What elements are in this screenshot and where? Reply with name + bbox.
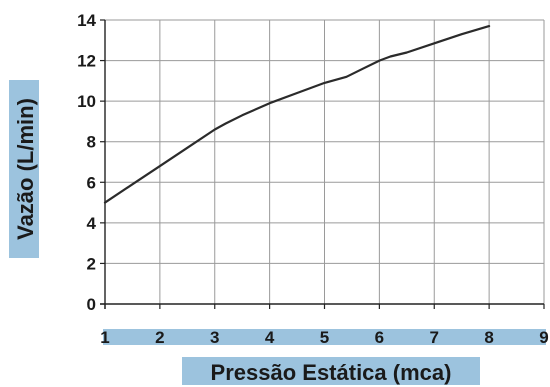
y-axis-title: Vazão (L/min) (13, 98, 38, 240)
y-tick-label: 6 (87, 173, 96, 192)
series-line (103, 25, 491, 204)
x-tick-label: 3 (210, 328, 219, 347)
x-axis-band (103, 329, 546, 345)
x-tick-label: 7 (430, 328, 439, 347)
x-tick-label: 4 (265, 328, 275, 347)
y-tick-label: 2 (87, 254, 96, 273)
y-title-band (9, 80, 39, 258)
y-tick-label: 4 (87, 214, 97, 233)
y-tick-labels: 0 2 4 6 8 10 12 14 (77, 11, 96, 314)
axes (100, 19, 545, 309)
x-tick-label: 1 (100, 328, 109, 347)
x-tick-label: 9 (539, 328, 548, 347)
series-group (103, 25, 491, 204)
grid (105, 19, 545, 304)
x-tick-labels: 1 2 3 4 5 6 7 8 9 (100, 328, 548, 347)
x-tick-label: 2 (155, 328, 164, 347)
x-title-band (182, 357, 480, 385)
y-tick-label: 14 (77, 11, 96, 30)
x-tick-label: 6 (375, 328, 384, 347)
x-axis-title: Pressão Estática (mca) (211, 360, 452, 385)
y-tick-label: 10 (77, 92, 96, 111)
y-tick-label: 0 (87, 295, 96, 314)
y-tick-label: 12 (77, 52, 96, 71)
y-tick-label: 8 (87, 133, 96, 152)
x-tick-label: 5 (320, 328, 329, 347)
x-tick-label: 8 (484, 328, 493, 347)
